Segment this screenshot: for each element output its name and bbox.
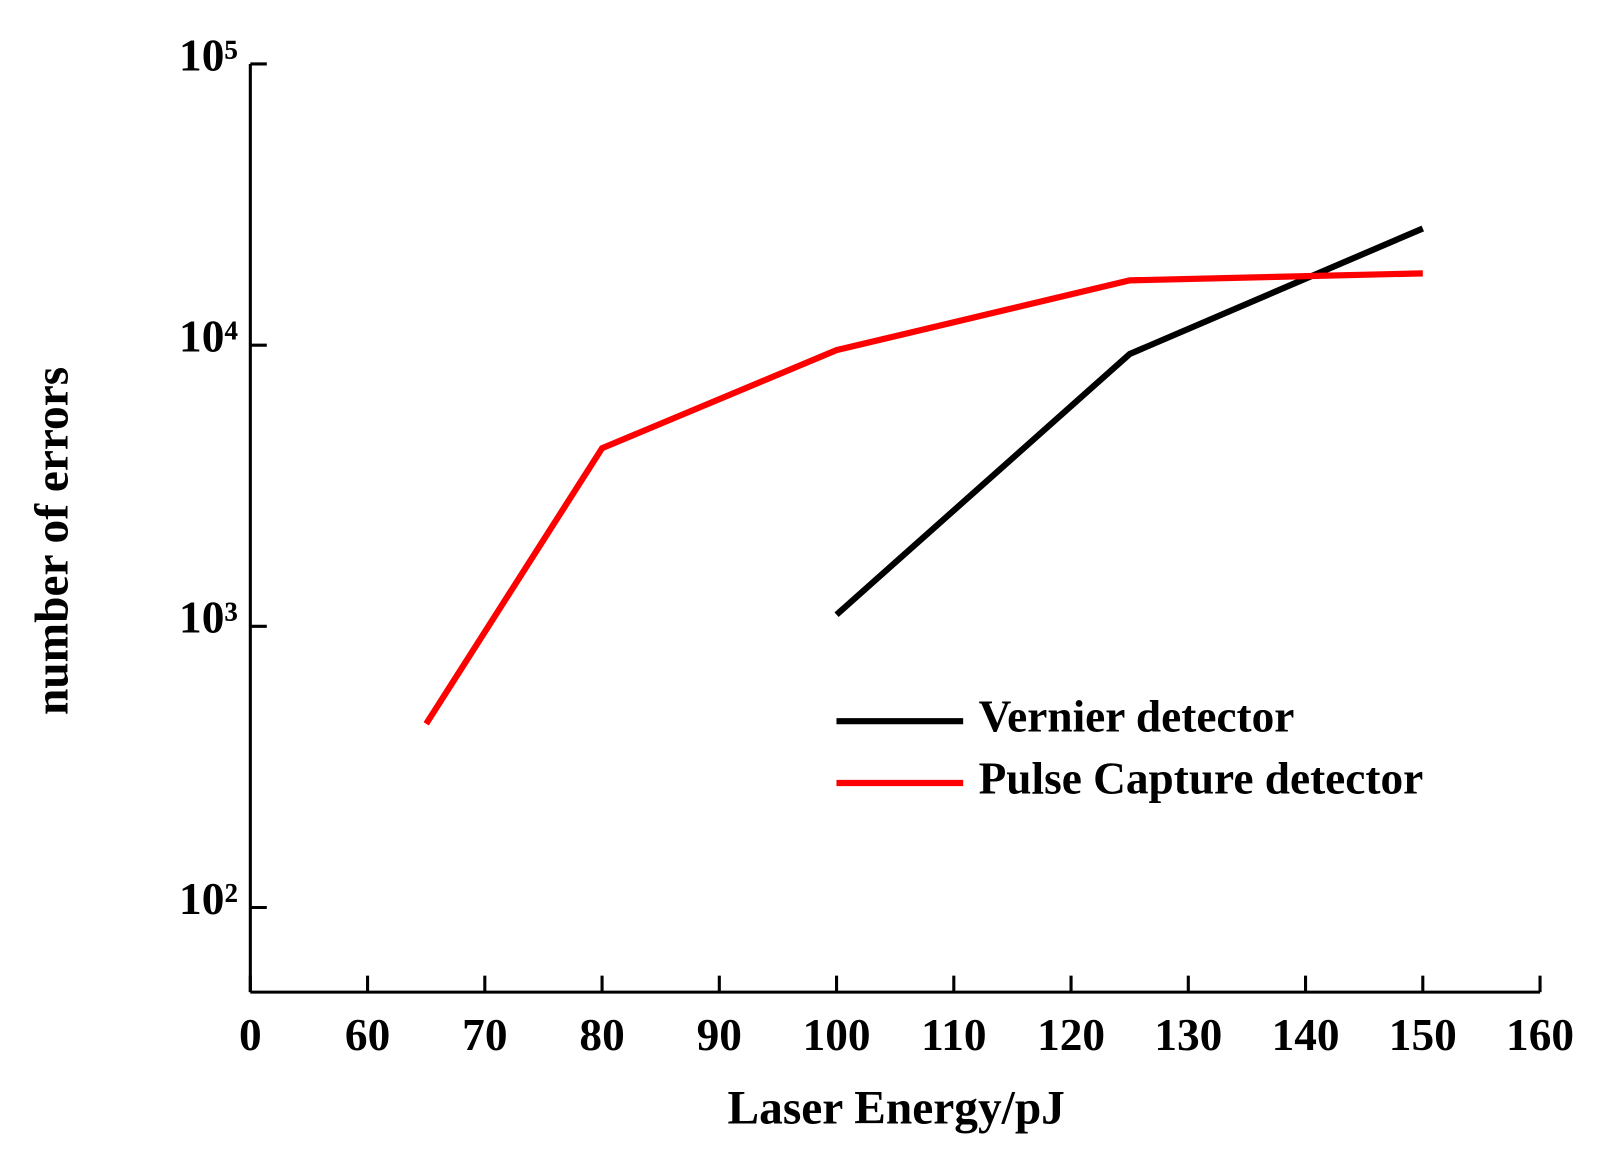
x-tick-label: 130 <box>1154 1010 1222 1060</box>
x-tick-label: 120 <box>1037 1010 1105 1060</box>
x-axis-label: Laser Energy/pJ <box>728 1083 1065 1135</box>
x-tick-label: 100 <box>803 1010 871 1060</box>
x-tick-label: 0 <box>239 1010 262 1060</box>
x-tick-label: 160 <box>1506 1010 1574 1060</box>
x-tick-label: 80 <box>579 1010 624 1060</box>
x-tick-label: 60 <box>345 1010 390 1060</box>
legend-label: Vernier detector <box>979 692 1295 742</box>
y-tick-label: 10² <box>179 874 238 924</box>
x-tick-label: 150 <box>1389 1010 1457 1060</box>
y-tick-label: 10³ <box>179 593 238 643</box>
x-tick-label: 140 <box>1272 1010 1340 1060</box>
y-tick-label: 10⁴ <box>179 311 238 361</box>
x-tick-label: 110 <box>921 1010 986 1060</box>
y-tick-label: 10⁵ <box>179 30 238 80</box>
y-axis-label: number of errors <box>27 367 79 715</box>
x-tick-label: 70 <box>462 1010 507 1060</box>
line <box>834 225 1425 617</box>
x-tick-label: 90 <box>697 1010 742 1060</box>
line <box>423 270 1423 726</box>
legend-label: Pulse Capture detector <box>979 753 1424 803</box>
